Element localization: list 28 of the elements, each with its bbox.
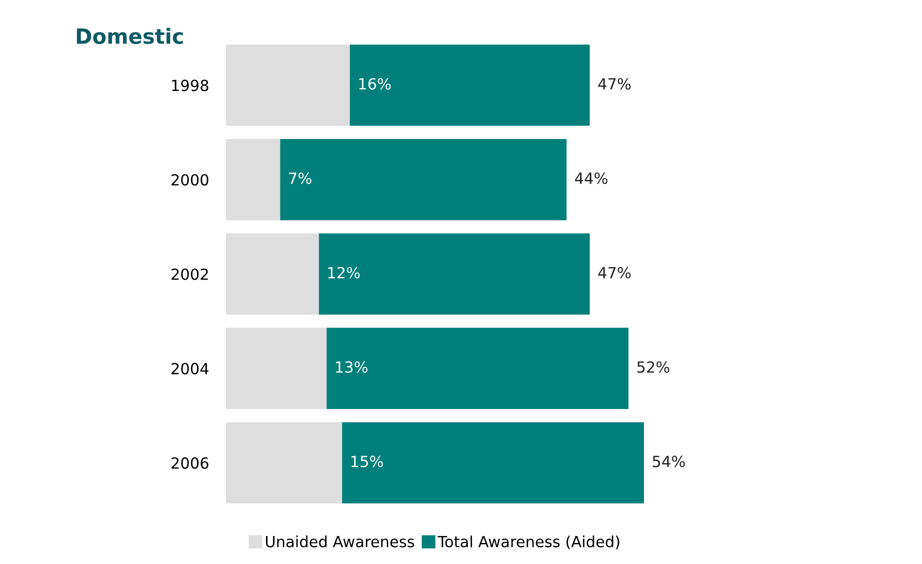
bar [226, 139, 280, 220]
bar [350, 44, 590, 126]
bar [326, 328, 628, 409]
total-label: 52% [637, 361, 670, 373]
total-label: 54% [652, 456, 685, 468]
data-label: 16% [359, 78, 391, 90]
bar [226, 422, 342, 504]
y-tick-label: 2004 [172, 362, 208, 374]
legend-label: Unaided Awareness [266, 536, 414, 548]
total-label: 47% [598, 78, 631, 90]
bar [226, 44, 350, 126]
y-tick-label: 1998 [172, 80, 208, 92]
bar [280, 139, 567, 220]
y-tick-label: 2002 [172, 268, 208, 280]
y-tick-label: 2000 [172, 174, 208, 186]
total-label: 47% [598, 266, 631, 278]
bar [226, 233, 319, 315]
total-label: 44% [575, 172, 608, 184]
data-label: 12% [328, 266, 360, 278]
bar [342, 422, 644, 504]
legend-label: Total Awareness (Aided) [438, 536, 620, 550]
bar [226, 328, 327, 409]
data-label: 15% [352, 456, 383, 468]
bar [318, 233, 590, 315]
data-label: 7% [289, 172, 312, 184]
chart-title: Domestic [76, 28, 183, 44]
data-label: 13% [336, 361, 368, 373]
y-tick-label: 2006 [172, 457, 208, 469]
